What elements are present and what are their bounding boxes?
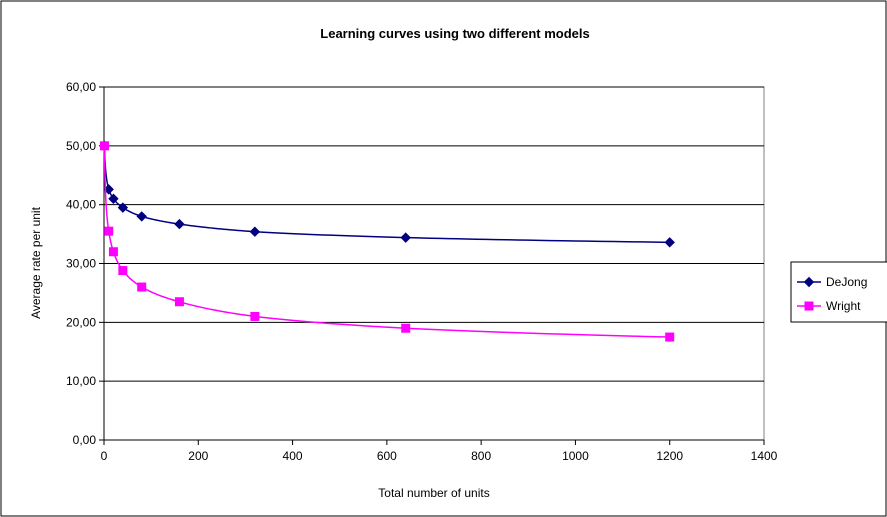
data-point	[400, 232, 411, 243]
chart-title: Learning curves using two different mode…	[320, 26, 589, 41]
y-tick-label: 0,00	[73, 433, 97, 447]
x-axis-ticks: 0 200 400 600 800 1000 1200 1400	[101, 439, 778, 463]
data-point	[108, 247, 118, 257]
x-tick-label: 1200	[656, 449, 683, 463]
legend-marker	[804, 301, 814, 311]
y-axis-label: Average rate per unit	[29, 206, 43, 319]
x-tick-label: 400	[283, 449, 303, 463]
x-tick-label: 1400	[751, 449, 778, 463]
gridlines	[104, 86, 764, 382]
x-tick-label: 600	[377, 449, 397, 463]
series-wright	[99, 141, 675, 342]
data-point	[174, 297, 184, 307]
data-point	[174, 218, 185, 230]
legend-label: DeJong	[826, 275, 867, 289]
x-tick-label: 0	[101, 449, 108, 463]
data-point	[137, 282, 147, 292]
series-dejong	[99, 140, 675, 248]
data-point	[117, 202, 129, 213]
legend: DeJong Wright	[790, 261, 887, 323]
data-point	[664, 237, 675, 248]
x-axis-label: Total number of units	[378, 486, 489, 500]
y-tick-label: 40,00	[66, 198, 96, 212]
x-tick-label: 200	[188, 449, 208, 463]
data-point	[104, 226, 114, 236]
y-tick-label: 10,00	[66, 374, 96, 388]
data-point	[108, 193, 119, 204]
data-point	[136, 211, 147, 222]
legend-label: Wright	[826, 299, 861, 313]
data-point	[249, 226, 261, 237]
x-tick-label: 1000	[562, 449, 589, 463]
y-tick-label: 60,00	[66, 80, 96, 94]
data-point	[99, 141, 109, 151]
data-point	[401, 323, 411, 333]
legend-marker	[803, 276, 815, 288]
legend-box	[790, 261, 887, 323]
y-tick-label: 20,00	[66, 315, 96, 329]
data-point	[665, 332, 675, 342]
x-tick-label: 800	[471, 449, 491, 463]
series-layer	[99, 140, 675, 342]
data-point	[250, 311, 260, 321]
y-tick-label: 30,00	[66, 257, 96, 271]
y-tick-label: 50,00	[66, 139, 96, 153]
data-point	[118, 266, 128, 276]
